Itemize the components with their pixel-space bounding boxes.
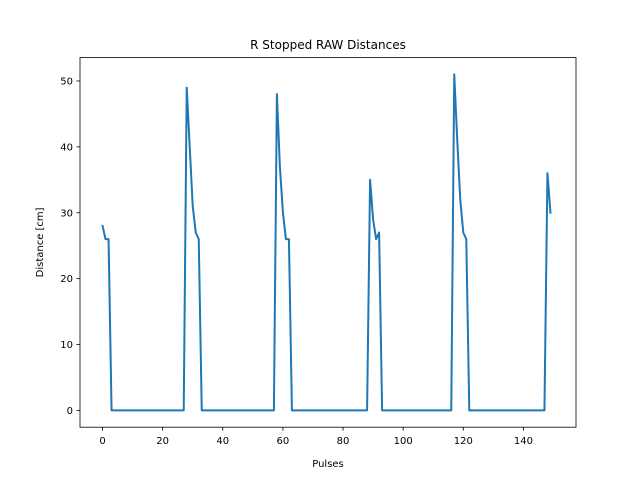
x-axis-ticks: 0 20 40 60 80 100 120 140 (99, 427, 533, 447)
plot-frame (79, 57, 577, 428)
chart-title: R Stopped RAW Distances (250, 38, 406, 52)
x-tick-label: 40 (216, 436, 229, 447)
y-tick-label: 20 (60, 274, 73, 285)
series-layer (101, 73, 552, 412)
y-tick-label: 30 (60, 208, 73, 219)
series-line-0 (101, 73, 552, 412)
x-tick-label: 60 (277, 436, 290, 447)
x-tick-label: 100 (394, 436, 413, 447)
x-tick-label: 140 (514, 436, 533, 447)
y-tick-label: 40 (60, 142, 73, 153)
x-tick-label: 20 (156, 436, 169, 447)
y-tick-label: 10 (60, 340, 73, 351)
x-tick-label: 0 (99, 436, 105, 447)
y-axis-label: Distance [cm] (35, 207, 46, 277)
y-axis-ticks: 0 10 20 30 40 50 (60, 77, 80, 417)
x-tick-label: 80 (337, 436, 350, 447)
y-tick-label: 50 (60, 77, 73, 88)
x-axis-label: Pulses (312, 459, 344, 470)
x-tick-label: 120 (454, 436, 473, 447)
y-tick-label: 0 (67, 406, 73, 417)
